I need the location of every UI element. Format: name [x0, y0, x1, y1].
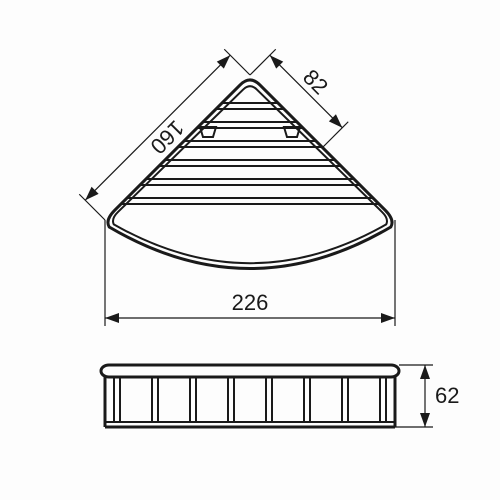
dim-height: 62 [435, 383, 459, 408]
technical-drawing: 160 82 226 62 [0, 0, 500, 500]
side-view-cap [101, 365, 399, 377]
dim-width: 226 [232, 290, 269, 315]
dim-left-edge: 160 [145, 115, 189, 159]
dim-right-edge: 82 [298, 64, 333, 99]
